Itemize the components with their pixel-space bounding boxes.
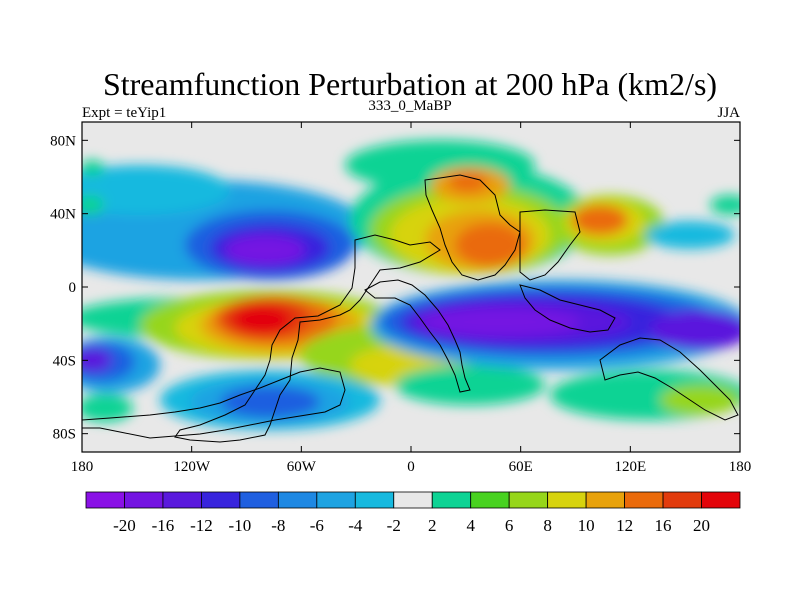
colorbar-swatch bbox=[162, 491, 202, 509]
x-tick-label: 180 bbox=[729, 459, 752, 475]
left-string: Expt = teYip1 bbox=[82, 105, 166, 121]
colorbar-label: 12 bbox=[616, 516, 633, 535]
colorbar-label: 20 bbox=[693, 516, 710, 535]
band-red-arctic bbox=[448, 172, 488, 192]
colorbar-label: -8 bbox=[271, 516, 285, 535]
colorbar-swatch bbox=[124, 491, 164, 509]
band-low-na-inner bbox=[225, 235, 305, 265]
band-blue-antarctic-core bbox=[220, 386, 320, 418]
band-purple-pacific bbox=[650, 310, 740, 350]
colorbar-label: -16 bbox=[152, 516, 175, 535]
colorbar-swatch bbox=[701, 491, 741, 509]
colorbar-label: 16 bbox=[655, 516, 672, 535]
colorbar-swatch bbox=[624, 491, 664, 509]
y-tick-label: 80N bbox=[50, 133, 76, 149]
band-green-ne bbox=[710, 195, 740, 215]
bands-north bbox=[82, 140, 740, 280]
colorbar-label: 2 bbox=[428, 516, 437, 535]
plot-area bbox=[82, 122, 740, 452]
colorbar-swatch bbox=[431, 491, 472, 509]
colorbar-label: -2 bbox=[387, 516, 401, 535]
coastline-antarctica-west bbox=[82, 367, 346, 439]
colorbar-label: -12 bbox=[190, 516, 213, 535]
x-tick-label: 120E bbox=[614, 459, 646, 475]
band-bright-red-tropic bbox=[232, 305, 292, 335]
coastline-south-asia bbox=[519, 284, 616, 333]
colorbar-label: 4 bbox=[466, 516, 475, 535]
x-tick-label: 0 bbox=[407, 459, 415, 475]
y-tick-label: 40S bbox=[53, 353, 76, 369]
x-tick-label: 60W bbox=[287, 459, 317, 475]
right-string: JJA bbox=[717, 105, 740, 121]
coastline-africa bbox=[364, 279, 471, 393]
x-tick-label: 60E bbox=[509, 459, 533, 475]
y-axis: 80N 40N 0 40S 80S bbox=[50, 133, 740, 443]
colorbar-swatch bbox=[277, 491, 318, 509]
band-green-nw2 bbox=[82, 160, 104, 176]
colorbar-label: -6 bbox=[310, 516, 324, 535]
coastline-americas bbox=[174, 234, 441, 443]
coastline-eurasia bbox=[424, 174, 521, 281]
band-lime-spac bbox=[660, 385, 740, 415]
colorbar-swatch bbox=[85, 491, 125, 509]
x-axis: 180 120W 60W 0 60E 120E 180 bbox=[71, 122, 752, 475]
x-tick-label: 180 bbox=[71, 459, 94, 475]
band-blue-sw bbox=[82, 165, 230, 215]
band-violet-io bbox=[420, 308, 580, 336]
colorbar-swatch bbox=[239, 491, 279, 509]
band-green-nw bbox=[82, 195, 104, 215]
band-darkorange-asia bbox=[455, 223, 525, 267]
coastline-asia-east bbox=[519, 209, 581, 281]
band-orange-eastasia bbox=[572, 205, 628, 235]
colorbar-swatch bbox=[585, 491, 625, 509]
colorbar-swatch bbox=[354, 491, 395, 509]
colorbar: -20 -16 -12 -10 -8 -6 -4 -2 2 4 6 8 10 12 16 20 bbox=[85, 491, 741, 535]
y-tick-label: 40N bbox=[50, 207, 76, 223]
center-string: 333_0_MaBP bbox=[368, 98, 451, 114]
coastline-australia bbox=[599, 337, 739, 421]
colorbar-swatch bbox=[547, 491, 587, 509]
band-blue-npac bbox=[645, 221, 735, 249]
colorbar-swatch bbox=[201, 491, 241, 509]
y-tick-label: 80S bbox=[53, 427, 76, 443]
band-green-atlantic bbox=[395, 365, 545, 405]
colorbar-label: 8 bbox=[543, 516, 552, 535]
colorbar-label: 10 bbox=[578, 516, 595, 535]
colorbar-label: -10 bbox=[229, 516, 252, 535]
colorbar-swatch bbox=[470, 491, 510, 509]
colorbar-swatch bbox=[662, 491, 702, 509]
colorbar-swatch bbox=[316, 491, 356, 509]
colorbar-label: -20 bbox=[113, 516, 136, 535]
colorbar-swatch bbox=[508, 491, 549, 509]
chart-title: Streamfunction Perturbation at 200 hPa (… bbox=[103, 66, 717, 102]
x-tick-label: 120W bbox=[173, 459, 211, 475]
colorbar-label: 6 bbox=[505, 516, 514, 535]
colorbar-label: -4 bbox=[348, 516, 363, 535]
coastlines bbox=[82, 174, 739, 443]
band-green-sw bbox=[82, 394, 133, 422]
colorbar-swatch bbox=[393, 491, 433, 509]
bands-south bbox=[82, 337, 380, 430]
band-indigo-se bbox=[82, 348, 112, 372]
y-tick-label: 0 bbox=[69, 280, 77, 296]
